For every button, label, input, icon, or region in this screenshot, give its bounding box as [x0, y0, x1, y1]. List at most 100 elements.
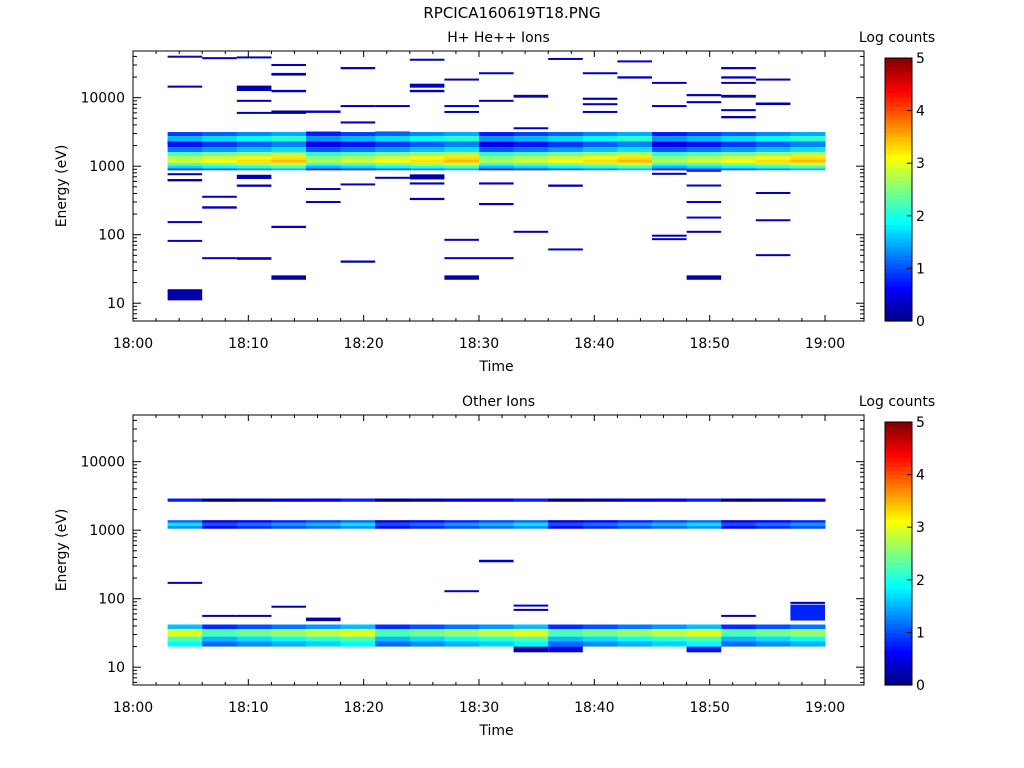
- heatmap-cell: [409, 526, 445, 529]
- heatmap-cell: [340, 165, 376, 169]
- heatmap-cells: [167, 498, 826, 653]
- heatmap-cell: [721, 614, 756, 617]
- heatmap-cell: [202, 168, 238, 171]
- heatmap-cell: [513, 156, 549, 160]
- colorbar-segment: [885, 422, 912, 427]
- colorbar-segment: [885, 242, 912, 248]
- heatmap-cell: [721, 67, 756, 70]
- heatmap-cell: [444, 141, 480, 148]
- heatmap-cell: [617, 147, 653, 153]
- heatmap-cell: [202, 136, 238, 142]
- heatmap-cell: [271, 152, 307, 157]
- heatmap-cell: [513, 136, 549, 142]
- heatmap-cell: [375, 522, 411, 527]
- colorbar-segment: [885, 461, 912, 467]
- heatmap-cell: [409, 136, 445, 142]
- heatmap-cell: [721, 165, 757, 169]
- heatmap-cell: [617, 165, 653, 169]
- colorbar-segment: [885, 281, 912, 287]
- colorbar-segment: [885, 154, 912, 160]
- heatmap-cell: [167, 159, 203, 163]
- colorbar-segment: [885, 522, 912, 528]
- colorbar-segment: [885, 259, 912, 265]
- heatmap-cell: [236, 152, 272, 157]
- heatmap-cell: [721, 141, 757, 148]
- heatmap-cell: [236, 85, 272, 92]
- heatmap-cell: [755, 526, 791, 529]
- colorbar-segment: [885, 649, 912, 655]
- heatmap-cell: [755, 147, 791, 153]
- heatmap-cell: [582, 147, 618, 153]
- y-tick-label: 10000: [80, 91, 125, 107]
- heatmap-cell: [652, 136, 688, 142]
- heatmap-cell: [513, 165, 549, 169]
- colorbar-segment: [885, 575, 912, 581]
- x-tick-label: 18:20: [343, 700, 383, 716]
- colorbar-tick-label: 4: [916, 104, 925, 120]
- heatmap-cell: [202, 57, 237, 60]
- heatmap-cell: [617, 522, 653, 527]
- heatmap-cell: [790, 498, 826, 502]
- colorbar-segment: [885, 645, 912, 651]
- heatmap-cell: [686, 141, 722, 148]
- heatmap-cell: [617, 156, 653, 160]
- heatmap-cell: [236, 99, 272, 102]
- heatmap-cell: [479, 132, 515, 137]
- heatmap-cell: [409, 58, 445, 61]
- heatmap-cell: [444, 110, 479, 113]
- heatmap-cell: [375, 176, 410, 179]
- heatmap-cell: [755, 132, 791, 137]
- heatmap-cell: [617, 152, 653, 157]
- heatmap-cell: [202, 636, 238, 642]
- colorbar-segment: [885, 202, 912, 208]
- y-axis-label: Energy (eV): [54, 509, 70, 592]
- heatmap-cell: [236, 159, 272, 163]
- heatmap-cell: [409, 197, 445, 201]
- colorbar-segment: [885, 268, 912, 274]
- heatmap-cell: [755, 624, 791, 630]
- heatmap-cell: [686, 520, 722, 523]
- panel-1: H+ He++ Ions 18:00 18:10 18:20 18:30 18:40 18:…: [54, 30, 935, 375]
- heatmap-cell: [548, 156, 584, 160]
- heatmap-cell: [444, 147, 480, 153]
- heatmap-cell: [479, 520, 515, 523]
- x-tick-label: 18:10: [228, 700, 268, 716]
- heatmap-cell: [340, 156, 376, 160]
- x-axis-label: Time: [478, 723, 513, 739]
- heatmap-cell: [548, 147, 584, 153]
- heatmap-cell: [375, 156, 411, 160]
- heatmap-cell: [444, 132, 480, 137]
- heatmap-cell: [479, 99, 514, 102]
- heatmap-cell: [582, 141, 618, 148]
- x-tick-label: 19:00: [805, 336, 845, 352]
- heatmap-cell: [721, 522, 757, 527]
- heatmap-cell: [582, 132, 618, 137]
- heatmap-cell: [306, 617, 341, 622]
- heatmap-cell: [582, 152, 618, 157]
- heatmap-cell: [167, 179, 203, 182]
- heatmap-cell: [617, 60, 652, 63]
- heatmap-cell: [652, 156, 688, 160]
- y-tick-label: 1000: [89, 159, 125, 175]
- heatmap-cell: [409, 174, 445, 180]
- heatmap-cell: [375, 526, 411, 529]
- heatmap-cell: [652, 159, 688, 163]
- heatmap-cell: [513, 646, 549, 653]
- heatmap-cell: [375, 147, 411, 153]
- colorbar-segment: [885, 316, 912, 322]
- colorbar-segment: [885, 255, 912, 261]
- heatmap-cell: [409, 522, 445, 527]
- heatmap-cell: [755, 629, 791, 637]
- heatmap-cell: [513, 159, 549, 163]
- heatmap-cell: [479, 522, 515, 527]
- heatmap-cell: [479, 141, 515, 148]
- heatmap-cell: [479, 147, 515, 153]
- heatmap-cell: [202, 624, 238, 630]
- colorbar-segment: [885, 167, 912, 173]
- heatmap-cell: [513, 94, 549, 98]
- heatmap-cell: [548, 162, 584, 166]
- heatmap-cell: [686, 165, 722, 169]
- heatmap-cell: [306, 136, 342, 142]
- heatmap-cell: [202, 641, 238, 647]
- heatmap-cell: [790, 152, 826, 157]
